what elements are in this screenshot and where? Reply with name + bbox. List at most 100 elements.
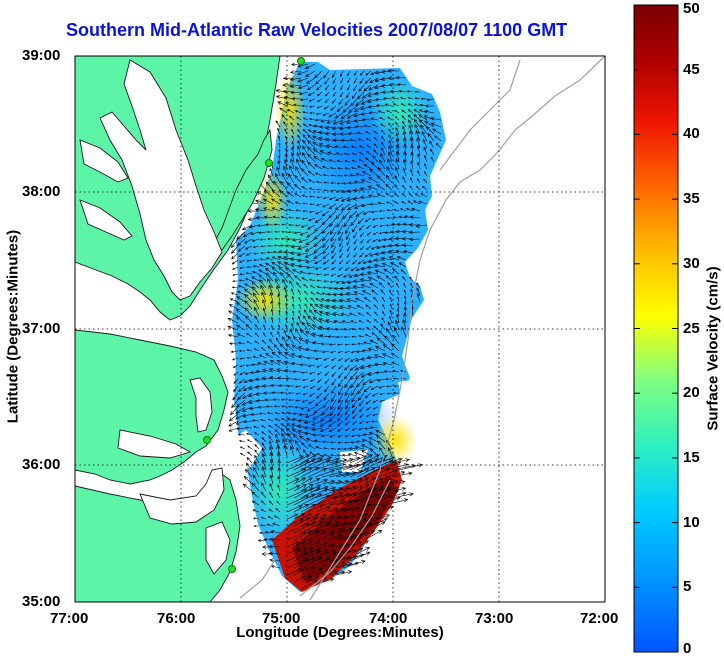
velocity-arrow [336,159,344,163]
velocity-arrow [307,129,316,135]
velocity-arrow [372,406,379,410]
velocity-arrow [396,313,400,324]
velocity-arrow [286,551,308,562]
velocity-arrow [369,339,379,345]
velocity-arrow [281,230,288,233]
velocity-arrow [236,324,246,331]
velocity-arrow [286,531,307,541]
velocity-arrow [353,119,365,123]
velocity-arrow [341,280,351,285]
velocity-arrow [269,474,274,485]
velocity-arrow [300,530,320,541]
velocity-arrow [356,467,376,478]
velocity-arrow [375,434,386,443]
velocity-arrow [316,188,323,191]
velocity-arrow [309,203,316,206]
velocity-arrow [328,159,337,163]
velocity-arrow [364,77,372,84]
velocity-arrow [307,146,316,156]
velocity-arrow [236,399,246,408]
velocity-arrow [236,231,246,240]
velocity-arrow [359,77,365,84]
velocity-arrow [286,468,307,478]
velocity-arrow [389,309,393,317]
velocity-arrow [336,105,344,112]
velocity-arrow [227,325,239,331]
velocity-arrow [339,119,351,125]
station-marker [297,57,305,65]
velocity-arrow [351,392,358,403]
velocity-arrow [258,231,267,234]
velocity-arrow [323,70,330,79]
velocity-arrow [387,447,393,457]
velocity-arrow [325,304,337,310]
velocity-arrow [307,518,325,527]
velocity-arrow [414,90,421,93]
velocity-arrow [270,331,274,338]
velocity-arrow [370,504,387,513]
velocity-arrow [255,216,267,220]
velocity-arrow [291,269,302,275]
velocity-arrow [286,495,310,506]
velocity-arrow [253,432,260,436]
velocity-arrow [357,312,365,317]
depth-contours [239,56,605,601]
velocity-arrow [246,266,253,269]
velocity-arrow [370,385,379,390]
velocity-arrow [381,262,393,268]
velocity-arrow [306,265,316,269]
velocity-arrow [373,143,379,149]
velocity-arrow [313,309,323,317]
velocity-arrow [373,130,379,135]
velocity-arrow [267,516,274,520]
velocity-arrow [395,282,400,289]
velocity-arrow [292,310,295,317]
velocity-arrow [269,383,281,388]
velocity-arrow [286,541,300,548]
velocity-arrow [254,340,260,345]
velocity-arrow [288,115,295,121]
velocity-arrow [349,523,373,534]
velocity-arrow [388,145,393,156]
velocity-arrow [372,399,379,403]
velocity-arrow [307,170,316,177]
velocity-arrow [244,426,253,429]
velocity-arrow [320,158,330,163]
velocity-arrow [400,269,407,275]
velocity-arrow [301,321,309,331]
velocity-arrow [287,273,295,282]
velocity-arrow [321,440,330,444]
velocity-arrow [365,420,372,424]
velocity-arrow [309,285,316,289]
velocity-arrow [233,371,239,376]
velocity-arrow [280,180,288,191]
velocity-arrow [307,567,324,576]
velocity-arrow [353,245,358,251]
velocity-arrow [320,119,330,123]
velocity-arrow [379,224,386,227]
velocity-arrow [318,143,330,149]
velocity-arrow [363,477,377,485]
velocity-arrow [245,364,253,367]
velocity-arrow [253,517,260,520]
velocity-arrow [293,530,313,541]
station-marker [228,565,236,573]
velocity-arrow [346,112,358,119]
velocity-arrow [307,468,328,478]
velocity-arrow [335,210,344,220]
velocity-arrow [338,266,344,271]
velocity-arrow [331,371,337,378]
velocity-arrow [378,330,386,338]
velocity-arrow [386,216,393,219]
velocity-arrow [353,291,365,296]
velocity-arrow [277,484,281,492]
velocity-arrow [316,392,323,399]
velocity-arrow [349,551,371,562]
velocity-arrow [308,187,316,191]
velocity-arrow [388,256,400,261]
velocity-arrow [229,298,239,303]
velocity-arrow [403,282,407,289]
velocity-arrow [227,333,239,338]
velocity-arrow [247,445,253,450]
velocity-arrow [321,578,335,583]
